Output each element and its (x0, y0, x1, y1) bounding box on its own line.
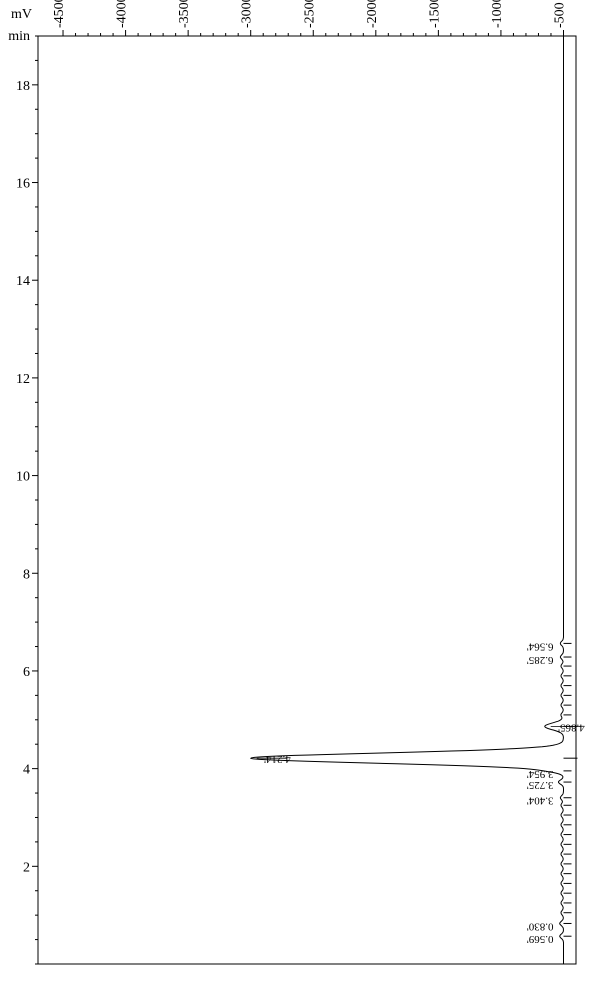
svg-text:-4500: -4500 (52, 0, 67, 28)
svg-text:-3500: -3500 (177, 0, 192, 28)
svg-text:8: 8 (23, 567, 30, 582)
svg-text:3.404': 3.404' (527, 795, 554, 807)
svg-text:-2000: -2000 (365, 0, 380, 28)
svg-text:18: 18 (16, 79, 30, 94)
svg-text:10: 10 (16, 470, 30, 485)
svg-text:0.830': 0.830' (527, 920, 554, 932)
svg-text:-1500: -1500 (427, 0, 442, 28)
svg-text:4: 4 (23, 763, 30, 778)
svg-text:-1000: -1000 (490, 0, 505, 28)
chart-svg: -4500 -4000 -3500 -3000 -2500 -2000 -1500 -1000… (0, 0, 594, 1000)
svg-text:-3000: -3000 (240, 0, 255, 28)
svg-text:16: 16 (16, 177, 30, 192)
svg-text:6: 6 (23, 665, 30, 680)
svg-text:-4000: -4000 (115, 0, 130, 28)
svg-text:12: 12 (16, 372, 30, 387)
svg-text:4.865': 4.865' (558, 721, 585, 733)
svg-text:4.214': 4.214' (264, 753, 291, 765)
svg-text:-2500: -2500 (302, 0, 317, 28)
y-axis-unit-mv: mV (11, 7, 32, 22)
svg-text:0.569': 0.569' (527, 933, 554, 945)
svg-text:6.564': 6.564' (527, 640, 554, 652)
svg-text:6.285': 6.285' (527, 654, 554, 666)
svg-text:-500: -500 (552, 2, 567, 28)
x-axis-unit-min: min (8, 29, 30, 44)
chromatogram-trace (251, 37, 564, 965)
svg-text:14: 14 (16, 274, 30, 289)
chromatogram-chart: -4500 -4000 -3500 -3000 -2500 -2000 -1500 -1000… (0, 0, 594, 1000)
svg-text:3.954': 3.954' (527, 768, 554, 780)
svg-text:2: 2 (23, 860, 30, 875)
